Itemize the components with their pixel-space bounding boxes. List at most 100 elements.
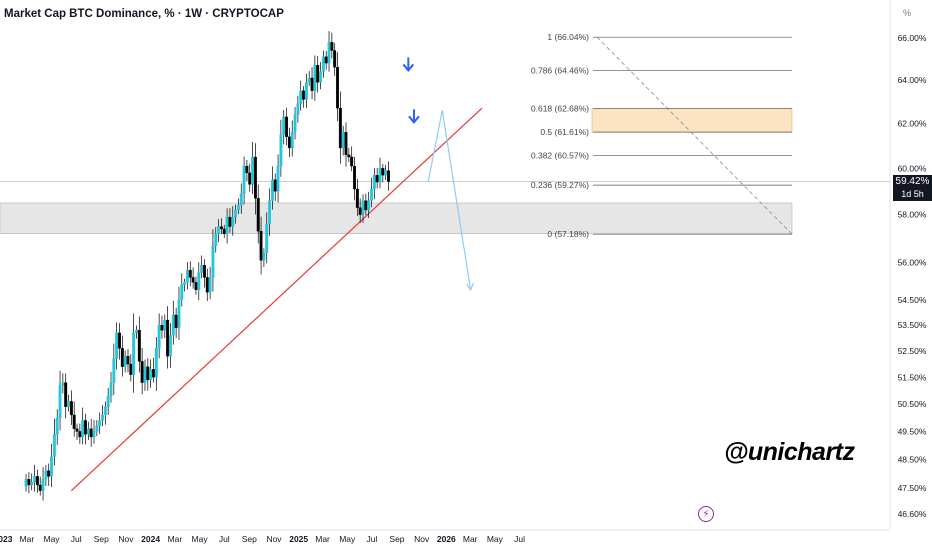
candle-body [180, 284, 184, 300]
candle-body [81, 420, 85, 438]
candle-body [253, 156, 257, 199]
candle-body [344, 132, 348, 155]
time-tick-label: 2024 [141, 534, 160, 544]
price-tick-label: 50.50% [898, 399, 927, 409]
time-tick-label: Jul [219, 534, 230, 544]
candle-body [367, 200, 371, 211]
candle-body [375, 175, 379, 183]
price-tick-label: 58.00% [898, 210, 927, 220]
arrow-down-icon [408, 109, 420, 124]
candle-body [47, 470, 51, 477]
candle-body [319, 71, 322, 83]
arrow-down-icon [402, 57, 415, 73]
candle-body [137, 330, 141, 362]
arrows-layer [402, 57, 420, 124]
candle-body [279, 134, 283, 167]
candle-body [33, 476, 37, 483]
time-tick-label: May [44, 534, 61, 544]
candle-body [214, 233, 218, 246]
candle-body [160, 325, 164, 331]
time-tick-label: 2025 [289, 534, 308, 544]
candle-body [64, 382, 68, 407]
candle-body [146, 366, 150, 381]
price-tick-label: 47.50% [898, 483, 927, 493]
price-tick-label: 62.00% [898, 119, 927, 129]
candle-body [149, 369, 153, 381]
time-tick-label: Sep [389, 534, 404, 544]
candle-body [157, 325, 161, 349]
candle-body [302, 90, 305, 100]
price-tick-label: 66.00% [898, 33, 927, 43]
candle-body [126, 356, 130, 365]
candle-body [103, 406, 107, 416]
time-tick-label: Sep [94, 534, 109, 544]
candle-body [50, 456, 53, 477]
candle-body [290, 132, 294, 149]
candle-body [44, 470, 48, 480]
candle-body [296, 103, 300, 115]
fib-level-label: 1 (66.04%) [547, 32, 589, 42]
candle-body [304, 82, 308, 100]
candle-body [231, 216, 235, 227]
candle-body [336, 67, 339, 109]
last-price-tag: 59.42% 1d 5h [893, 175, 932, 201]
candle-body [86, 428, 90, 435]
candle-body [307, 77, 311, 83]
candle-body [152, 369, 155, 378]
candle-body [118, 332, 121, 349]
candle-body [358, 207, 362, 215]
price-tick-label: 54.50% [898, 295, 927, 305]
unit-label[interactable]: % [903, 8, 912, 18]
supply-zone [591, 108, 793, 133]
candle-body [387, 170, 390, 182]
candle-body [276, 165, 280, 192]
candle-body [282, 116, 286, 135]
candle-body [208, 277, 212, 293]
candle-body [78, 431, 82, 438]
price-tick-label: 48.50% [898, 454, 927, 464]
time-tick-label: May [339, 534, 356, 544]
time-tick-label: 2026 [437, 534, 456, 544]
candle-body [112, 358, 116, 383]
candle-body [41, 479, 45, 491]
candle-body [219, 226, 223, 230]
candle-body [299, 90, 303, 104]
candle-body [330, 42, 334, 51]
candle-body [236, 205, 240, 211]
candle-body [55, 417, 59, 435]
candle-body [327, 42, 331, 64]
time-tick-label: May [487, 534, 504, 544]
lightning-icon[interactable]: ⚡ [698, 506, 714, 522]
candle-body [211, 245, 215, 278]
candle-body [200, 264, 204, 273]
candle-body [270, 179, 274, 201]
candle-body [338, 107, 342, 149]
candle-body [191, 277, 195, 283]
price-tick-label: 56.00% [898, 258, 927, 268]
candle-body [262, 252, 266, 261]
candle-body [242, 165, 246, 194]
price-axis[interactable]: 66.00% 64.00% 62.00% 60.00% 58.00% 56.00% 54.5… [889, 0, 927, 530]
candle-body [310, 77, 314, 91]
candle-body [183, 282, 187, 286]
candle-body [378, 168, 382, 183]
candle-body [72, 414, 76, 429]
candle-body [285, 116, 289, 137]
candle-body [347, 154, 351, 158]
time-tick-label: 2023 [0, 534, 13, 544]
fib-level-label: 0.786 (64.46%) [531, 65, 589, 75]
time-axis[interactable]: 2023 Mar May Jul Sep Nov 2024 Mar May Jul Sep Nov 20… [0, 529, 890, 544]
candle-body [259, 231, 263, 261]
candle-body [35, 476, 39, 486]
time-tick-label: Nov [414, 534, 430, 544]
candle-body [370, 188, 373, 201]
time-tick-label: Sep [242, 534, 257, 544]
candle-body [350, 156, 354, 167]
candle-body [169, 335, 172, 357]
candle-body [321, 56, 325, 72]
candle-body [61, 382, 65, 386]
fib-level-label: 0 (57.18%) [547, 229, 589, 239]
candle-body [364, 200, 368, 211]
candle-body [27, 479, 31, 486]
